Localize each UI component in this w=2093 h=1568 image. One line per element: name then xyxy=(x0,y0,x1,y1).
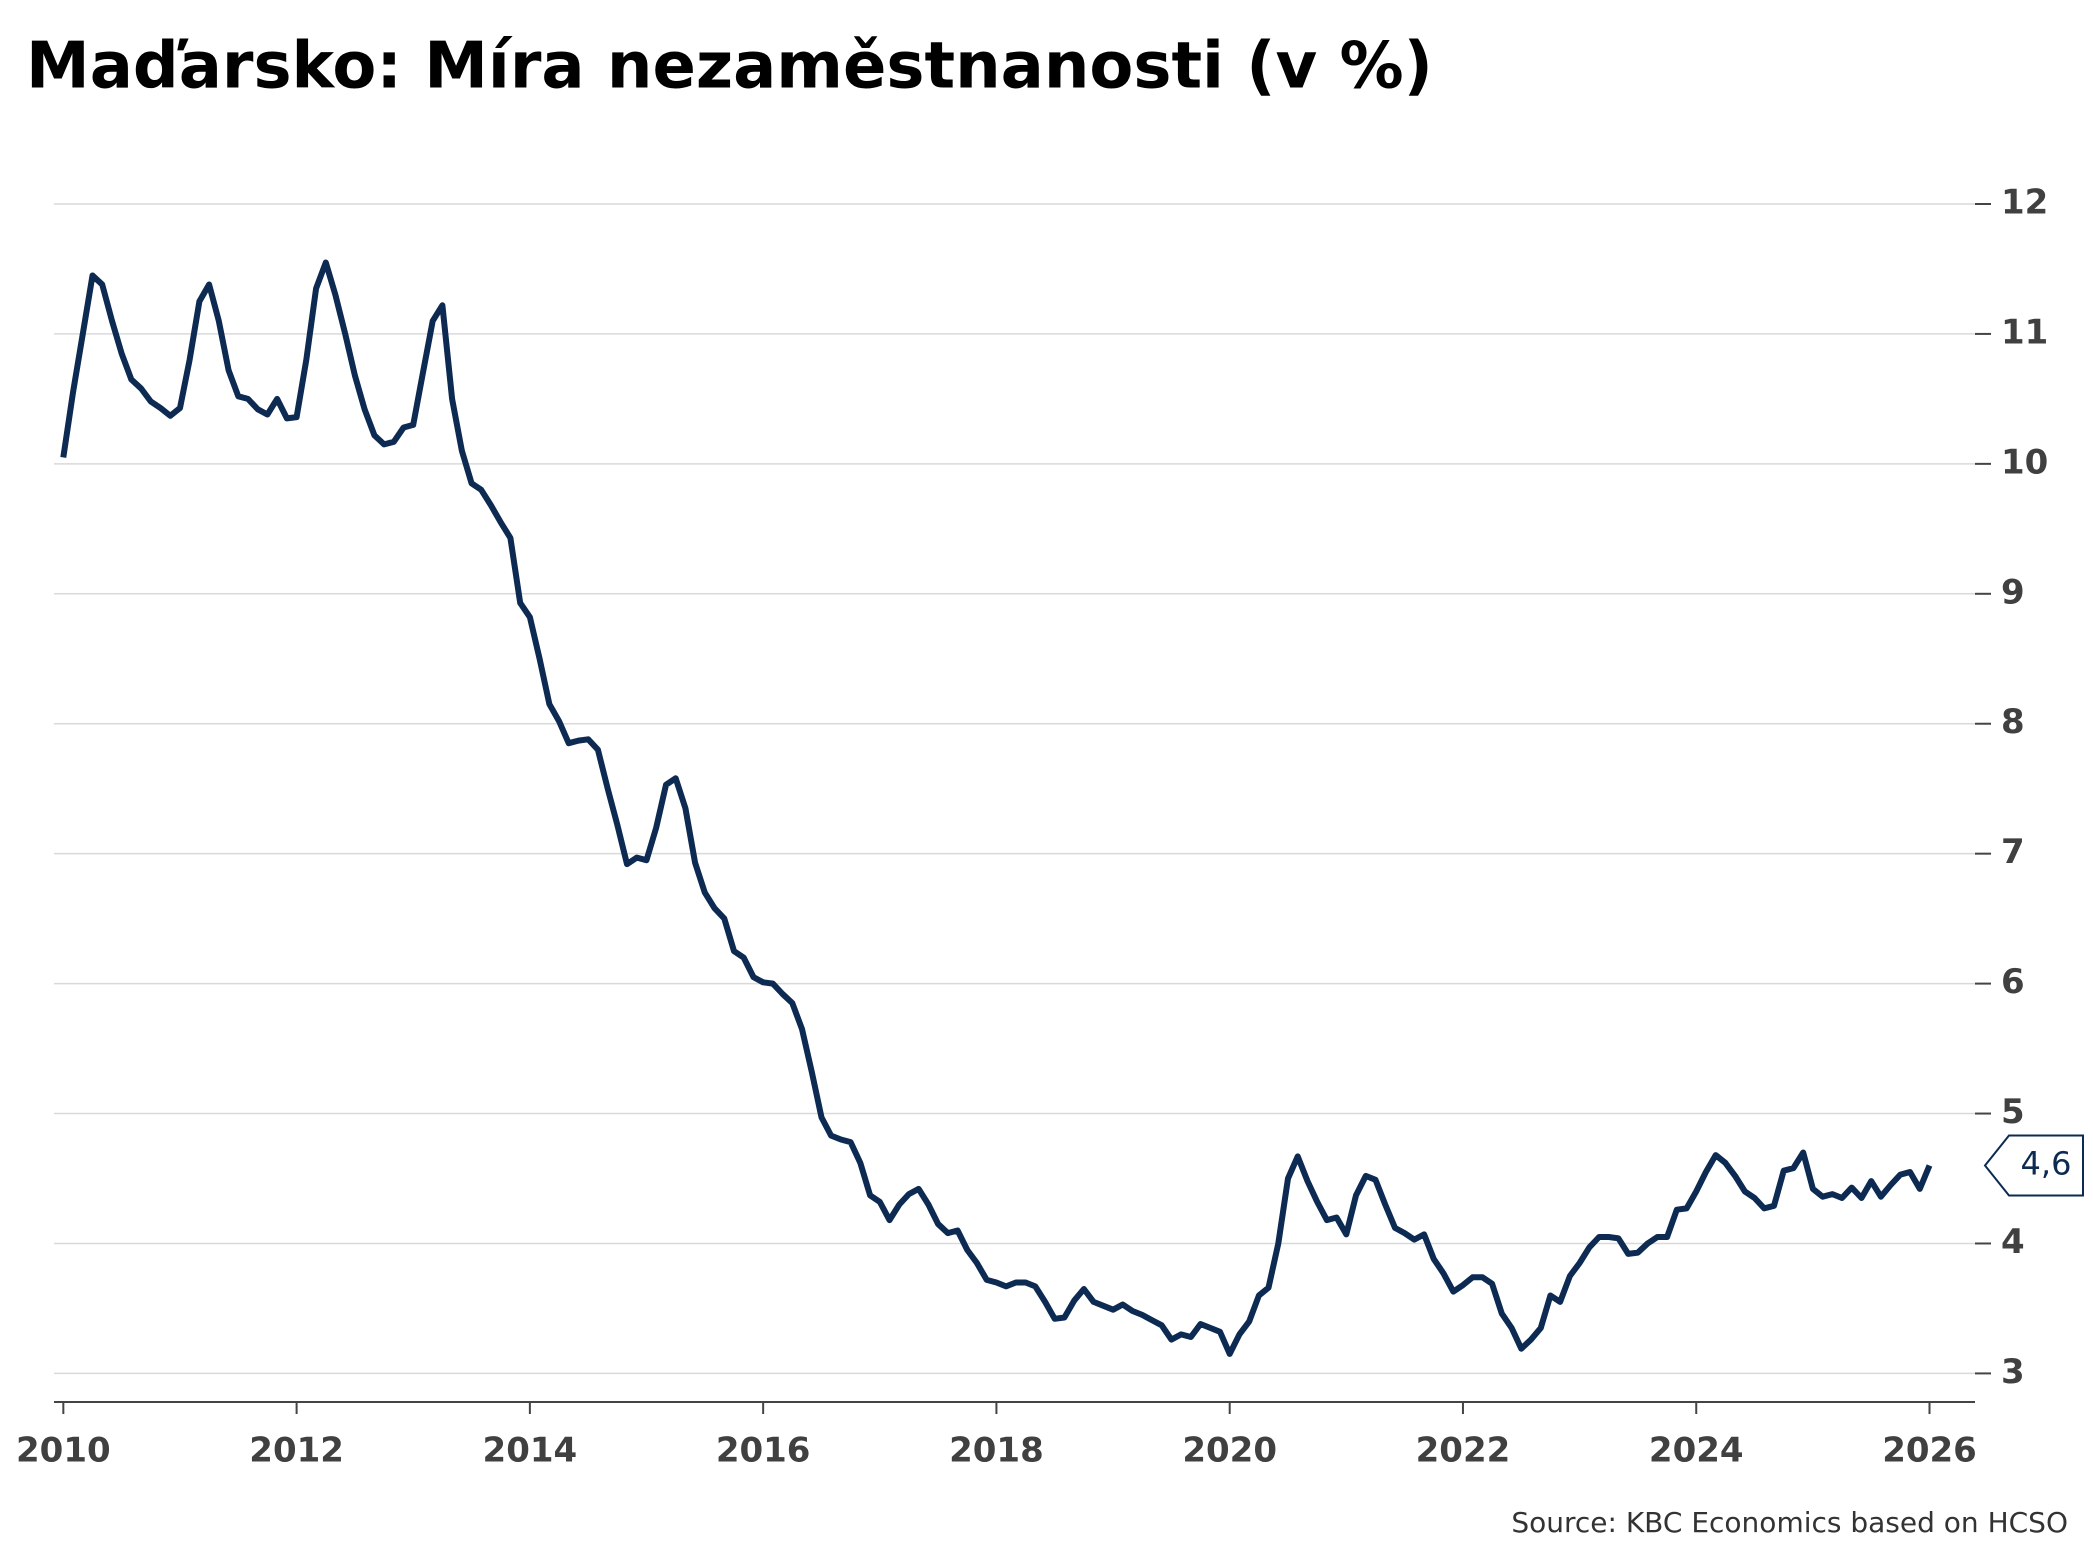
y-tick-label: 4 xyxy=(2001,1222,2025,1262)
source: Source: KBC Economics based on HCSO xyxy=(1511,1506,2068,1539)
y-tick-label: 10 xyxy=(2001,442,2048,482)
y-tick-label: 6 xyxy=(2001,962,2025,1002)
x-tick-label: 2020 xyxy=(1182,1431,1277,1471)
y-tick-label: 9 xyxy=(2001,572,2025,612)
line-series xyxy=(60,259,1933,1357)
end-callout xyxy=(1983,1134,2084,1197)
y-tick-label: 12 xyxy=(2001,182,2048,222)
y-tick-label: 7 xyxy=(2001,832,2025,872)
x-tick-label: 2010 xyxy=(16,1431,111,1471)
x-tick-label: 2018 xyxy=(949,1431,1044,1471)
x-tick-label: 2022 xyxy=(1416,1431,1511,1471)
x-tick-label: 2026 xyxy=(1882,1431,1977,1471)
end-label: 4,6 xyxy=(2021,1145,2072,1183)
x-tick-label: 2024 xyxy=(1649,1431,1744,1471)
y-tick-label: 8 xyxy=(2001,702,2025,742)
y-tick-label: 5 xyxy=(2001,1092,2025,1132)
y-tick-label: 11 xyxy=(2001,312,2048,352)
y-tick-label: 3 xyxy=(2001,1352,2025,1392)
x-tick-label: 2012 xyxy=(249,1431,344,1471)
x-tick-label: 2016 xyxy=(716,1431,811,1471)
x-tick-label: 2014 xyxy=(483,1431,578,1471)
chart-title: Maďarsko: Míra nezaměstnanosti (v %) xyxy=(26,30,1433,104)
